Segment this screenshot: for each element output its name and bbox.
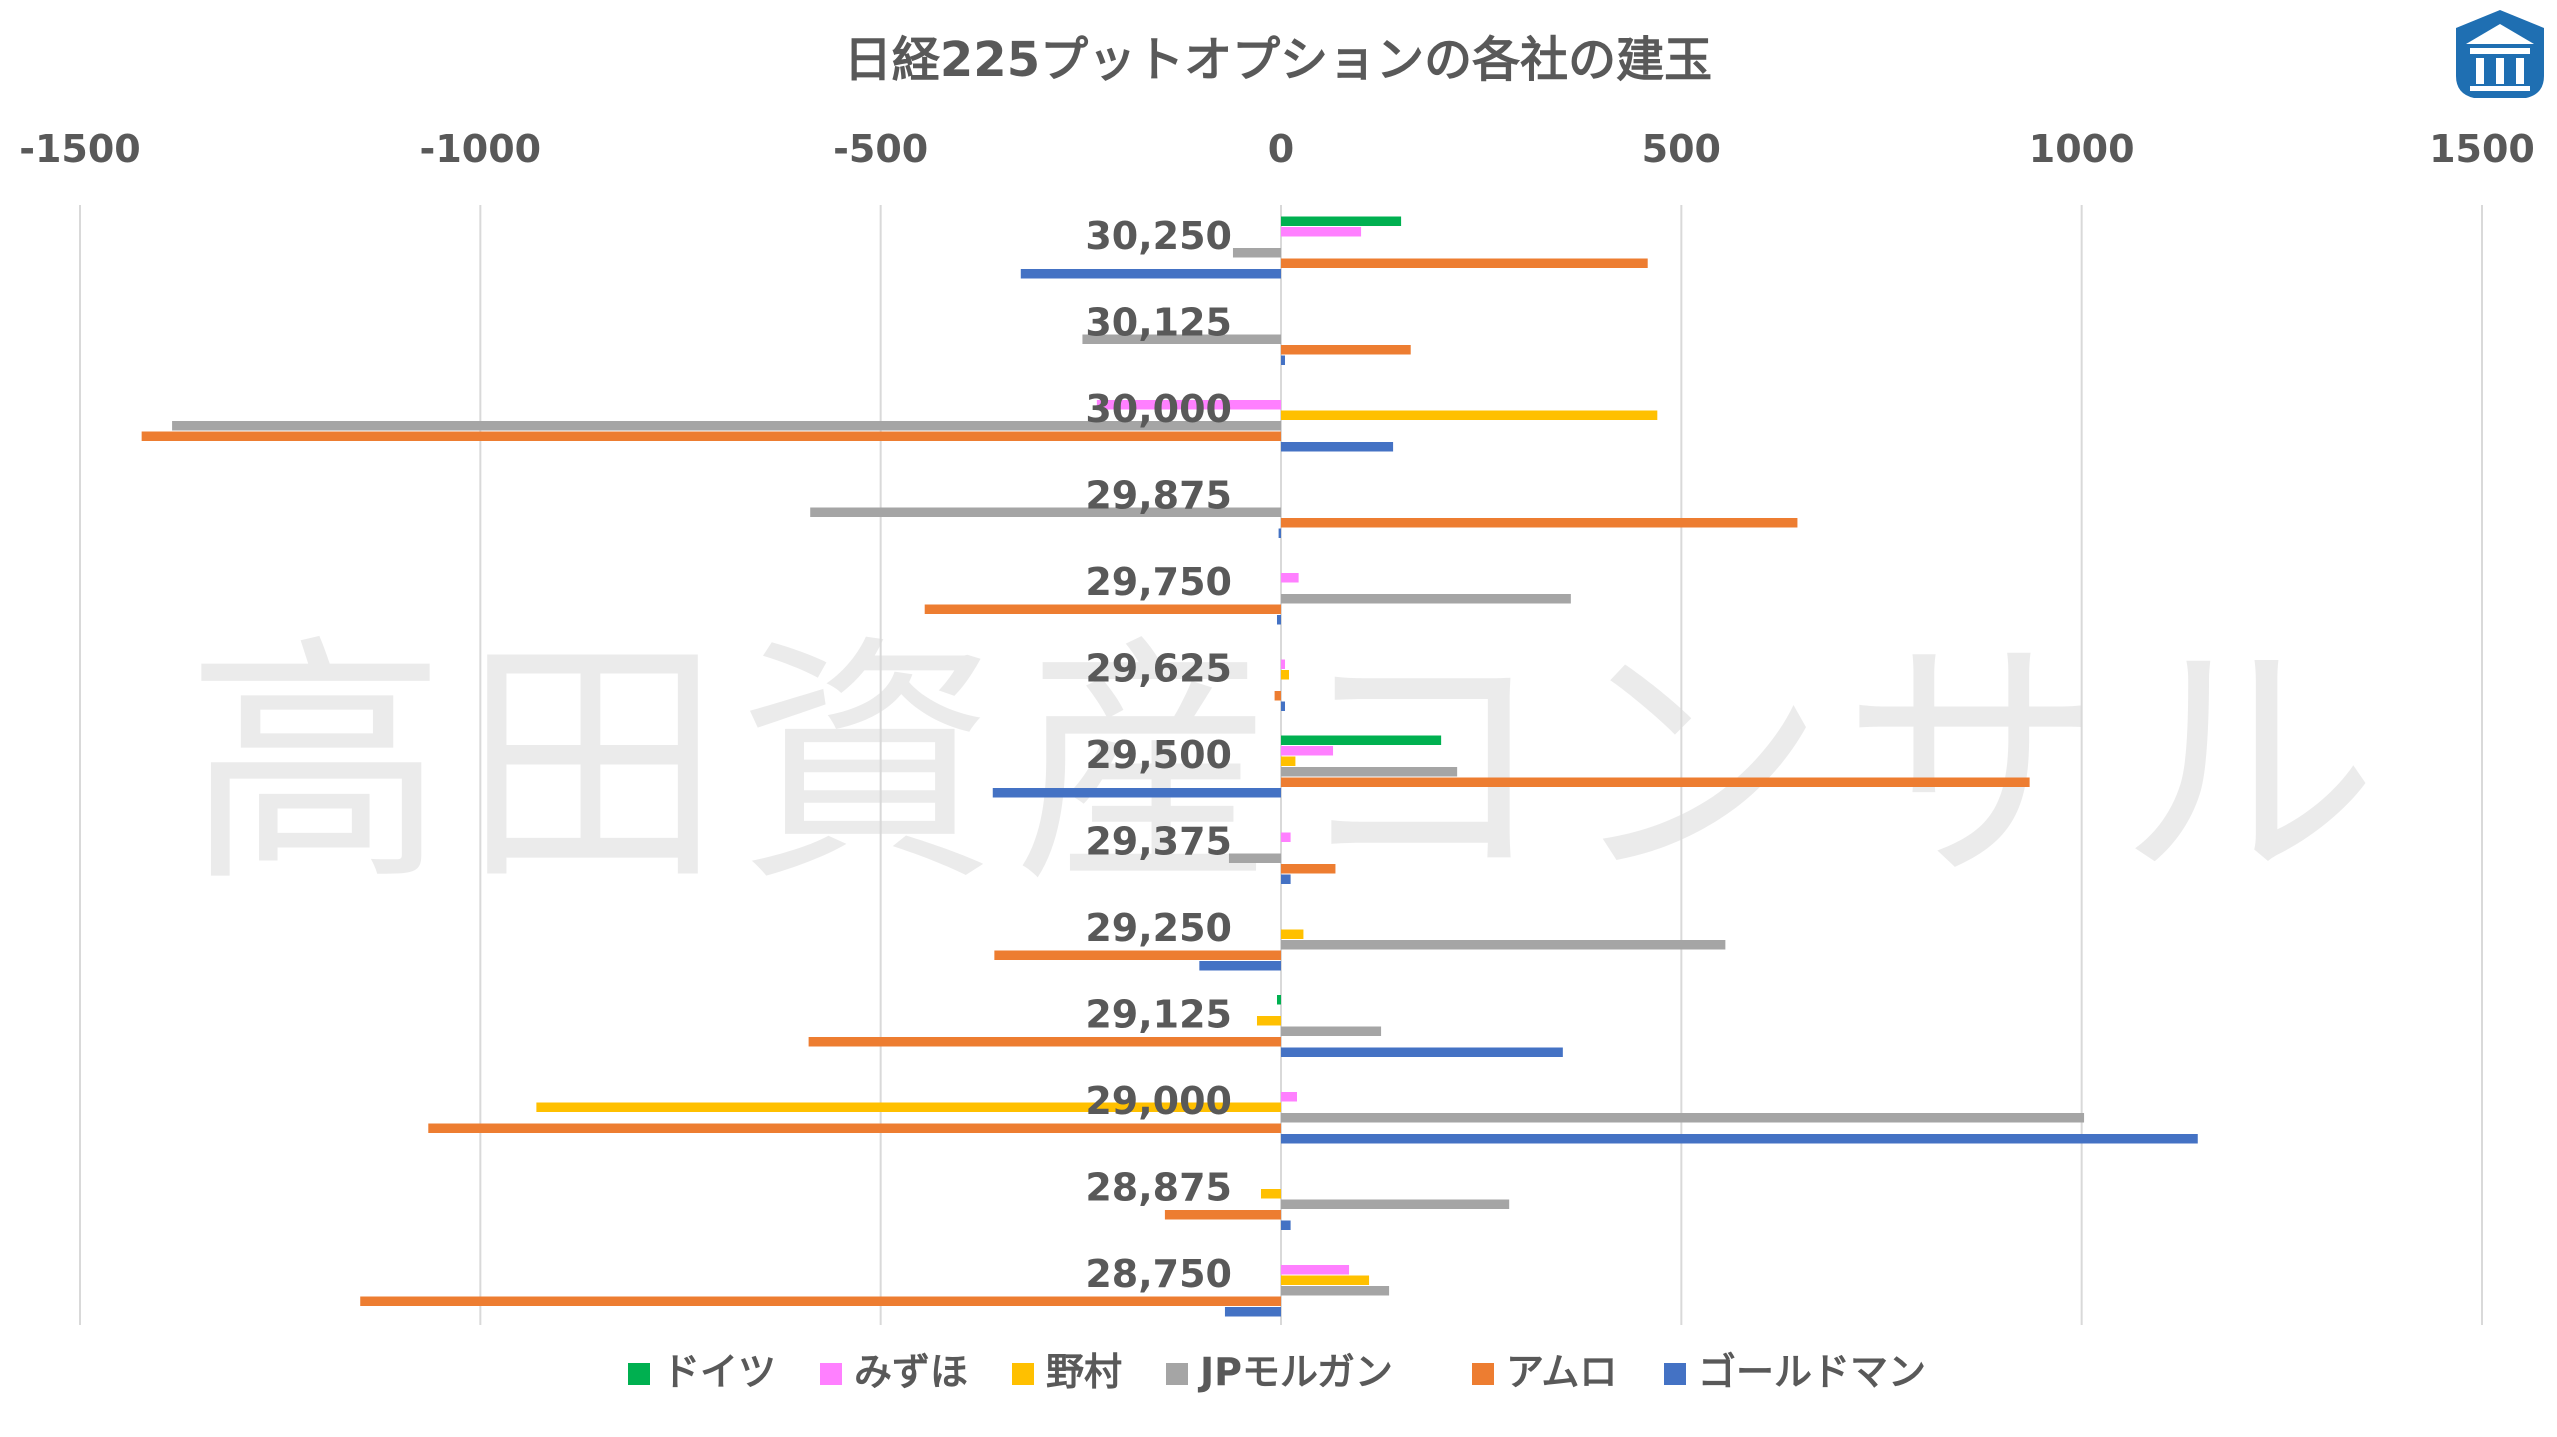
- legend: ドイツ みずほ 野村 JPモルガン アムロ ゴールドマン: [628, 1350, 1926, 1394]
- bar-ドイツ: [1281, 216, 1402, 226]
- bar-JPモルガン: [1281, 1199, 1510, 1209]
- bar-JPモルガン: [1281, 940, 1726, 950]
- x-tick-label: 1000: [2029, 127, 2135, 171]
- bar-野村: [1281, 670, 1290, 680]
- bar-JPモルガン: [1281, 594, 1571, 604]
- x-tick-label: 500: [1642, 127, 1721, 171]
- legend-label: 野村: [1046, 1350, 1122, 1394]
- bar-ゴールドマン: [1020, 269, 1281, 279]
- bar-ゴールドマン: [1278, 528, 1281, 538]
- bar-JPモルガン: [1281, 1026, 1382, 1036]
- bar-アムロ: [428, 1123, 1281, 1133]
- legend-swatch: [1012, 1363, 1034, 1385]
- bar-野村: [1281, 410, 1658, 420]
- bar-ゴールドマン: [1281, 1134, 2198, 1144]
- bar-JPモルガン: [810, 507, 1281, 517]
- bar-ゴールドマン: [1224, 1307, 1281, 1317]
- bars: [141, 216, 2198, 1317]
- bar-アムロ: [1164, 1210, 1281, 1220]
- bar-みずほ: [1281, 832, 1291, 842]
- bar-アムロ: [1281, 345, 1411, 355]
- category-label: 29,500: [1085, 733, 1232, 777]
- x-tick-label: 1500: [2429, 127, 2535, 171]
- bar-アムロ: [1281, 777, 2030, 787]
- bar-みずほ: [1281, 1265, 1350, 1275]
- bar-ゴールドマン: [1281, 355, 1286, 365]
- category-label: 29,250: [1085, 906, 1232, 950]
- bar-JPモルガン: [1281, 1113, 2085, 1123]
- bar-ゴールドマン: [1281, 874, 1291, 884]
- category-label: 29,375: [1085, 820, 1232, 864]
- bar-みずほ: [1281, 746, 1334, 756]
- legend-swatch: [820, 1363, 842, 1385]
- category-label: 29,125: [1085, 993, 1232, 1037]
- bar-みずほ: [1281, 1092, 1298, 1102]
- legend-label: アムロ: [1506, 1350, 1617, 1394]
- x-tick-label: 0: [1268, 127, 1294, 171]
- legend-swatch: [1472, 1363, 1494, 1385]
- bar-アムロ: [1281, 258, 1648, 268]
- x-tick-label: -1000: [420, 127, 542, 171]
- bar-ドイツ: [1276, 995, 1281, 1005]
- logo-icon: [2456, 10, 2544, 98]
- bar-ゴールドマン: [1281, 701, 1286, 711]
- bar-JPモルガン: [1232, 248, 1281, 258]
- bar-アムロ: [1274, 691, 1281, 701]
- category-label: 29,750: [1085, 560, 1232, 604]
- bar-みずほ: [1096, 400, 1281, 410]
- x-tick-label: -500: [833, 127, 928, 171]
- category-label: 30,250: [1085, 214, 1232, 258]
- x-tick-label: -1500: [19, 127, 141, 171]
- legend-label: みずほ: [854, 1350, 968, 1394]
- chart-title: 日経225プットオプションの各社の建玉: [844, 32, 1712, 88]
- category-label: 30,125: [1085, 301, 1232, 345]
- bar-ゴールドマン: [1281, 1047, 1563, 1057]
- category-label: 28,875: [1085, 1166, 1232, 1210]
- bar-アムロ: [360, 1296, 1281, 1306]
- bar-アムロ: [808, 1037, 1281, 1047]
- bar-ゴールドマン: [1281, 1220, 1291, 1230]
- bar-野村: [1281, 1275, 1370, 1285]
- bar-野村: [1281, 929, 1304, 939]
- bar-ゴールドマン: [1199, 961, 1281, 971]
- bar-野村: [1281, 756, 1296, 766]
- category-label: 29,000: [1085, 1079, 1232, 1123]
- x-axis-ticks: -1500 -1000 -500 0 500 1000 1500: [19, 127, 2535, 171]
- bar-JPモルガン: [172, 421, 1281, 431]
- legend-swatch: [1664, 1363, 1686, 1385]
- bar-JPモルガン: [1281, 767, 1458, 777]
- legend-swatch: [628, 1363, 650, 1385]
- bar-野村: [536, 1102, 1281, 1112]
- legend-label: JPモルガン: [1197, 1350, 1393, 1394]
- bar-JPモルガン: [1281, 1286, 1390, 1296]
- legend-label: ゴールドマン: [1698, 1350, 1926, 1394]
- category-label: 29,875: [1085, 474, 1232, 518]
- legend-label: ドイツ: [662, 1350, 776, 1394]
- bar-アムロ: [1281, 864, 1336, 874]
- bar-野村: [1260, 1189, 1281, 1199]
- bar-ゴールドマン: [1276, 615, 1281, 625]
- legend-swatch: [1166, 1363, 1188, 1385]
- bar-JPモルガン: [1082, 334, 1281, 344]
- bar-野村: [1256, 1016, 1281, 1026]
- bar-ゴールドマン: [1281, 442, 1394, 452]
- bar-みずほ: [1281, 659, 1286, 669]
- category-label: 28,750: [1085, 1252, 1232, 1296]
- category-labels: 30,250 30,125 30,000 29,875 29,750 29,625 29,5…: [1085, 214, 1232, 1296]
- bar-みずほ: [1281, 573, 1299, 583]
- bar-アムロ: [1281, 518, 1798, 528]
- bar-ゴールドマン: [992, 788, 1281, 798]
- bar-みずほ: [1281, 227, 1362, 237]
- bar-アムロ: [141, 431, 1281, 441]
- bar-ドイツ: [1281, 735, 1442, 745]
- category-label: 30,000: [1085, 387, 1232, 431]
- bar-アムロ: [924, 604, 1281, 614]
- bar-JPモルガン: [1228, 853, 1281, 863]
- bar-アムロ: [994, 950, 1281, 960]
- category-label: 29,625: [1085, 647, 1232, 691]
